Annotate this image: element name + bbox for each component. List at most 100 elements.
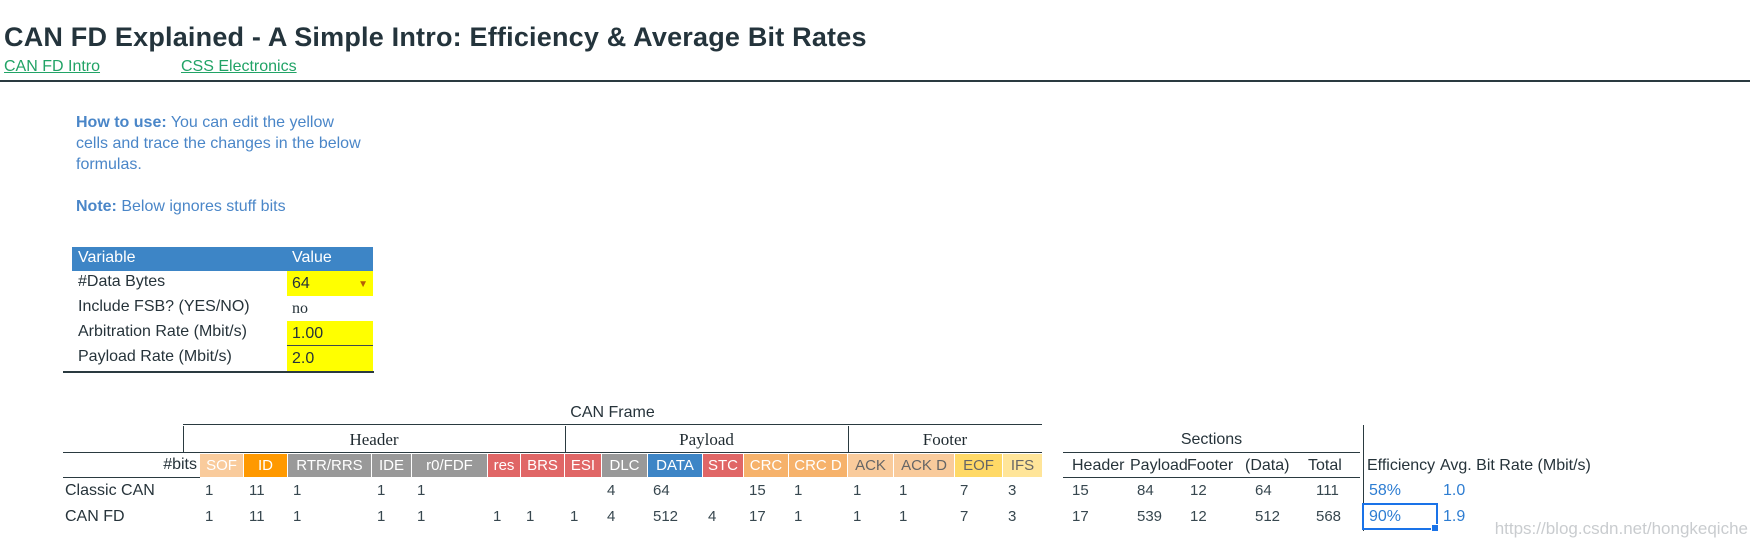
sections-cell: 64 — [1255, 482, 1272, 499]
efficiency-value-classic: 58% — [1369, 482, 1402, 499]
data-bytes-value: 64 — [292, 275, 310, 292]
frame-group-header: Header — [349, 430, 399, 449]
arbitration-rate-value[interactable]: 1.00 — [287, 321, 373, 346]
group-divider-payload — [565, 426, 566, 452]
top-divider — [0, 80, 1750, 82]
sections-cell: 17 — [1072, 508, 1089, 525]
howto-text: You can edit the yellow cells and trace … — [76, 114, 361, 173]
payload-rate-label: Payload Rate (Mbit/s) — [78, 348, 232, 365]
sections-header-payload: Payload — [1130, 457, 1188, 474]
bits-label: #bits — [163, 456, 197, 473]
frame-bit-cell: 1 — [493, 508, 502, 525]
frame-columns-row: SOF ID RTR/RRS IDE r0/FDF res BRS ESI DLC DATA STC… — [200, 454, 1042, 477]
frame-bit-cell: 1 — [899, 508, 908, 525]
stuff-note: Note: Below ignores stuff bits — [76, 196, 406, 217]
frame-col-dlc: DLC — [602, 454, 647, 477]
include-fsb-label: Include FSB? (YES/NO) — [78, 298, 250, 315]
results-divider — [1363, 425, 1364, 531]
avg-bit-rate-header: Avg. Bit Rate (Mbit/s) — [1440, 457, 1591, 474]
group-divider-left — [183, 426, 184, 452]
frame-bit-cell: 1 — [293, 482, 302, 499]
variable-row-include-fsb: Include FSB? (YES/NO) no — [72, 296, 373, 321]
frame-col-r0-fdf: r0/FDF — [412, 454, 487, 477]
efficiency-value-fd: 90% — [1369, 508, 1402, 525]
frame-header-line — [63, 452, 1042, 453]
selection-box[interactable] — [1362, 503, 1438, 530]
frame-bit-cell: 3 — [1008, 482, 1017, 499]
avg-value-fd: 1.9 — [1443, 508, 1466, 525]
howto-note: How to use: You can edit the yellow cell… — [76, 112, 361, 175]
sections-cell: 15 — [1072, 482, 1089, 499]
frame-bit-cell: 11 — [249, 482, 265, 499]
frame-bit-cell: 512 — [653, 508, 679, 525]
fill-handle[interactable] — [1431, 524, 1439, 532]
stuff-note-text: Below ignores stuff bits — [121, 198, 286, 215]
sections-cell: 12 — [1190, 482, 1207, 499]
frame-col-ack-d: ACK D — [894, 454, 954, 477]
frame-bit-cell: 64 — [653, 482, 670, 499]
frame-bit-cell: 1 — [293, 508, 302, 525]
frame-bit-cell: 1 — [794, 508, 803, 525]
variables-header-row: Variable Value — [72, 247, 373, 271]
frame-col-ack: ACK — [848, 454, 893, 477]
frame-bit-cell: 11 — [249, 508, 265, 525]
efficiency-header: Efficiency — [1367, 457, 1436, 474]
avg-value-classic: 1.0 — [1443, 482, 1466, 499]
data-bytes-label: #Data Bytes — [78, 273, 166, 290]
frame-bit-cell — [565, 479, 601, 503]
data-bytes-value-cell[interactable]: 64 ▼ — [287, 271, 373, 296]
watermark: https://blog.csdn.net/hongkeqiche — [1494, 519, 1748, 538]
sections-cell: 568 — [1316, 508, 1342, 525]
frame-bit-cell: 4 — [607, 508, 616, 525]
frame-bit-cell: 1 — [377, 508, 386, 525]
dropdown-arrow-icon[interactable]: ▼ — [358, 279, 368, 290]
frame-col-ifs: IFS — [1003, 454, 1042, 477]
frame-bit-cell: 7 — [960, 482, 969, 499]
howto-label: How to use: — [76, 114, 167, 131]
variable-row-arbitration-rate: Arbitration Rate (Mbit/s) 1.00 — [72, 321, 373, 346]
sections-cell: 111 — [1316, 482, 1339, 499]
frame-row-classic-can: 1 11 1 1 1 4 64 15 1 1 1 7 3 — [200, 479, 1042, 503]
frame-col-sof: SOF — [200, 454, 243, 477]
frame-col-crc: CRC — [744, 454, 788, 477]
frame-bit-cell: 1 — [853, 508, 862, 525]
sections-cell: 84 — [1137, 482, 1154, 499]
include-fsb-value: no — [292, 300, 308, 317]
sections-cell: 539 — [1137, 508, 1163, 525]
sections-title-underline — [1063, 452, 1360, 453]
frame-bit-cell: 4 — [607, 482, 616, 499]
stuff-note-label: Note: — [76, 198, 117, 215]
sections-header--data-: (Data) — [1245, 457, 1290, 474]
frame-col-crc-d: CRC D — [789, 454, 847, 477]
value-column-header: Value — [292, 249, 332, 266]
frame-col-esi: ESI — [565, 454, 601, 477]
frame-bit-cell: 7 — [960, 508, 969, 525]
frame-bit-cell: 1 — [205, 482, 214, 499]
frame-col-ide: IDE — [372, 454, 411, 477]
sections-header-footer: Footer — [1187, 457, 1234, 474]
variable-column-header: Variable — [78, 249, 136, 266]
sections-title: Sections — [1180, 431, 1243, 448]
link-css-electronics[interactable]: CSS Electronics — [181, 58, 297, 75]
bits-row-underline — [63, 477, 200, 478]
sections-cell: 512 — [1255, 508, 1281, 525]
frame-row-label-can-fd: CAN FD — [65, 508, 125, 525]
frame-bit-cell: 1 — [377, 482, 386, 499]
link-can-fd-intro[interactable]: CAN FD Intro — [4, 58, 101, 75]
frame-col-rtr-rrs: RTR/RRS — [288, 454, 371, 477]
sections-cell: 12 — [1190, 508, 1207, 525]
frame-bit-cell: 1 — [853, 482, 862, 499]
frame-bit-cell: 1 — [794, 482, 803, 499]
variable-row-payload-rate: Payload Rate (Mbit/s) 2.0 — [72, 346, 373, 371]
variables-table: Variable Value #Data Bytes 64 ▼ Include … — [72, 247, 373, 371]
sections-header-header: Header — [1072, 457, 1125, 474]
frame-col-brs: BRS — [521, 454, 564, 477]
frame-row-label-classic-can: Classic CAN — [65, 482, 155, 499]
frame-bit-cell: 1 — [417, 508, 426, 525]
sections-header-total: Total — [1308, 457, 1342, 474]
frame-col-id: ID — [244, 454, 287, 477]
frame-bit-cell: 4 — [708, 508, 717, 525]
frame-col-data: DATA — [648, 454, 702, 477]
payload-rate-value[interactable]: 2.0 — [287, 346, 373, 371]
